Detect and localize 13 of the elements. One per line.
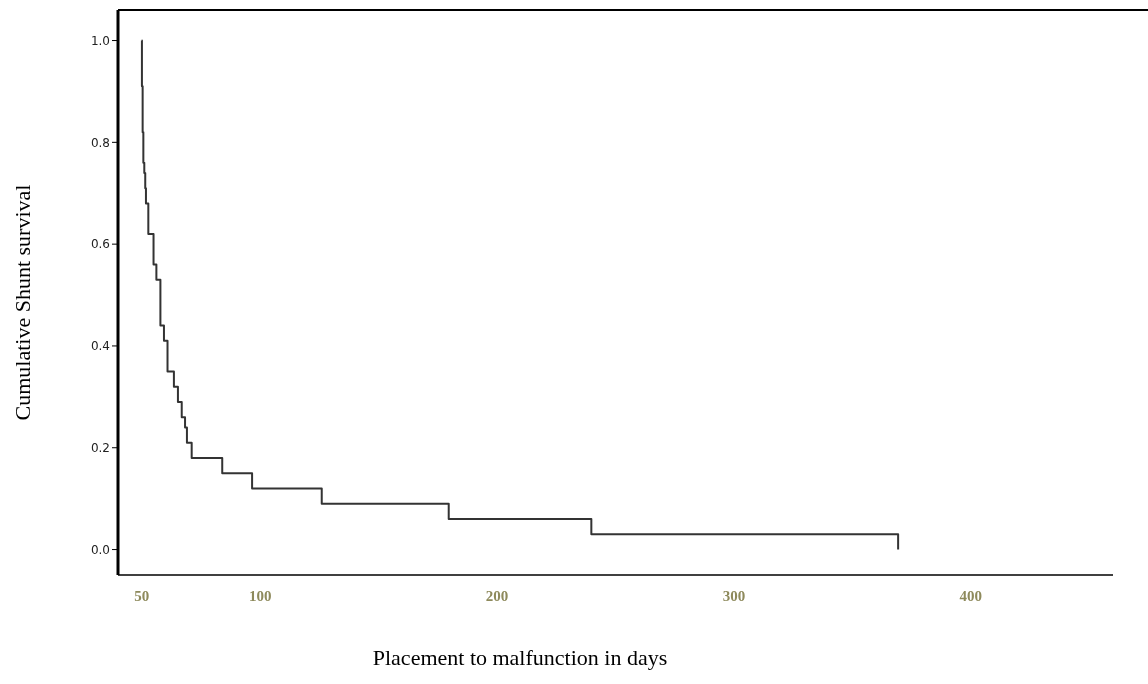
y-tick-label: 0.6 bbox=[90, 237, 110, 252]
x-tick-label: 400 bbox=[959, 588, 983, 604]
y-tick-label: 0.2 bbox=[90, 440, 110, 455]
x-axis-title: Placement to malfunction in days bbox=[372, 645, 668, 670]
y-tick-label: 1.0 bbox=[90, 33, 110, 48]
y-tick-label: 0.8 bbox=[90, 135, 110, 150]
x-tick-label: 200 bbox=[485, 588, 509, 604]
x-tick-label: 100 bbox=[248, 588, 272, 604]
y-axis-title: Cumulative Shunt survival bbox=[10, 184, 35, 421]
x-tick-label: 50 bbox=[134, 588, 150, 604]
x-tick-label: 300 bbox=[722, 588, 746, 604]
y-tick-label: 0.0 bbox=[90, 542, 110, 557]
y-tick-label: 0.4 bbox=[90, 339, 110, 354]
